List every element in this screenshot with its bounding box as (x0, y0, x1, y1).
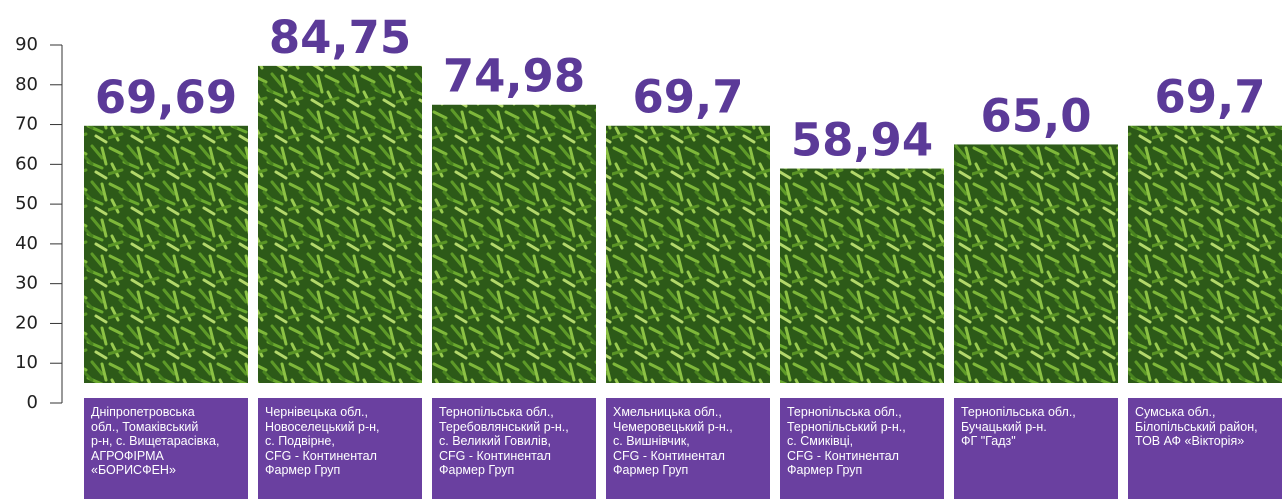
value-label: 58,94 (791, 114, 933, 167)
y-tick-label: 0 (27, 392, 38, 413)
y-tick-label: 90 (15, 34, 38, 55)
value-label: 69,69 (95, 71, 237, 124)
bar (1128, 125, 1282, 383)
category-label: Дніпропетровська обл., Томаківський р-н,… (84, 398, 248, 499)
y-tick-label: 60 (15, 153, 38, 174)
category-label: Сумська обл., Білопільський район, ТОВ А… (1128, 398, 1282, 499)
y-tick-label: 10 (15, 352, 38, 373)
bar (432, 104, 596, 384)
y-tick-label: 70 (15, 114, 38, 135)
bar (84, 125, 248, 383)
y-tick-label: 40 (15, 233, 38, 254)
value-label: 69,7 (632, 71, 743, 124)
value-label: 69,7 (1154, 71, 1265, 124)
category-label: Тернопільська обл., Теребовлянський р-н.… (432, 398, 596, 499)
y-tick-label: 20 (15, 312, 38, 333)
category-label: Хмельницька обл., Чемеровецький р-н., с.… (606, 398, 770, 499)
bar (258, 65, 422, 383)
bar (606, 125, 770, 383)
category-label: Тернопільська обл., Бучацький р-н. ФГ "Г… (954, 398, 1118, 499)
value-label: 84,75 (269, 11, 411, 64)
bar (780, 168, 944, 383)
y-tick-label: 80 (15, 74, 38, 95)
y-tick-label: 30 (15, 273, 38, 294)
category-label: Тернопільська обл., Тернопільський р-н.,… (780, 398, 944, 499)
y-tick-label: 50 (15, 193, 38, 214)
value-label: 74,98 (443, 50, 585, 103)
category-label: Чернівецька обл., Новоселецький р-н, с. … (258, 398, 422, 499)
bar (954, 144, 1118, 383)
value-label: 65,0 (980, 89, 1091, 142)
